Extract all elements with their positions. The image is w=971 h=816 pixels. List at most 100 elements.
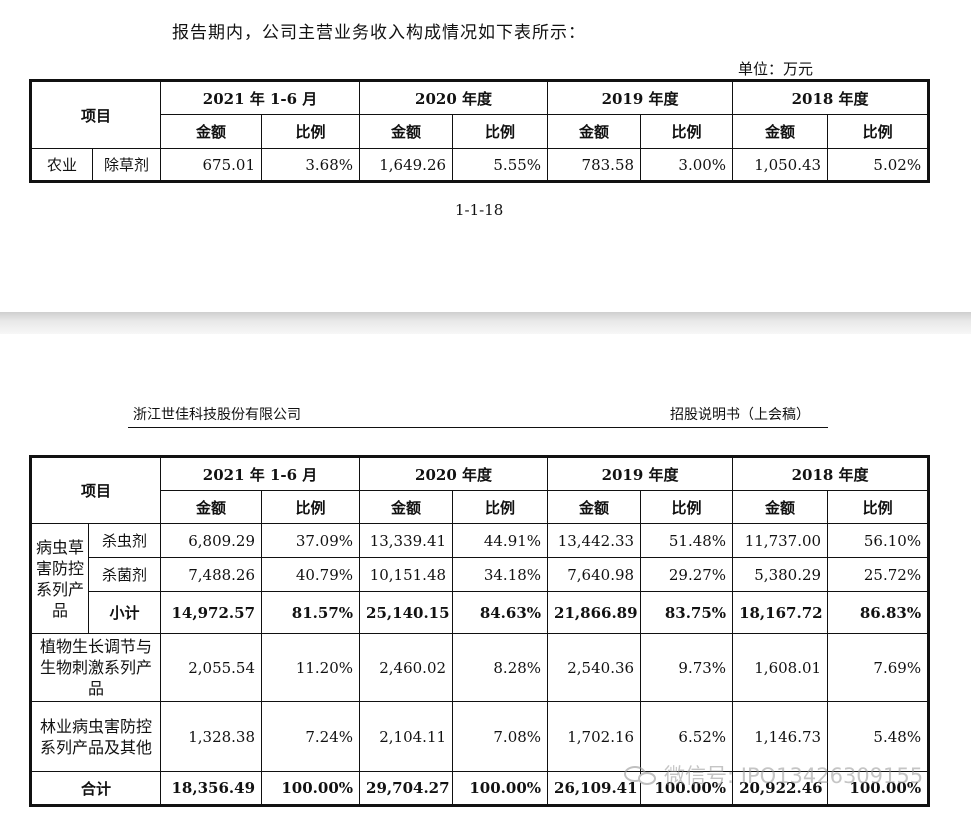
cell-amount: 2,540.36: [547, 633, 642, 702]
cell-amount: 2,055.54: [160, 633, 263, 702]
row-item: 除草剂: [91, 148, 162, 182]
cell-amount: 10,151.48: [359, 557, 454, 592]
header-period-2018: 2018 年度: [732, 80, 930, 115]
total-row: 合计 18,356.49 100.00% 29,704.27 100.00% 2…: [29, 771, 930, 806]
cell-amount: 20,922.46: [732, 771, 829, 806]
page-number: 1-1-18: [455, 201, 504, 219]
header-period-2018: 2018 年度: [732, 456, 930, 491]
header-ratio: 比例: [452, 114, 549, 149]
subtotal-row: 小计 14,972.57 81.57% 25,140.15 84.63% 21,…: [31, 591, 930, 634]
cell-ratio: 37.09%: [261, 523, 361, 558]
intro-text: 报告期内，公司主营业务收入构成情况如下表所示：: [172, 23, 586, 43]
cell-ratio: 44.91%: [452, 523, 549, 558]
cell-ratio: 9.73%: [640, 633, 734, 702]
header-period-2021h1: 2021 年 1-6 月: [160, 456, 361, 491]
group-label: 病虫草害防控系列产品: [30, 523, 89, 634]
revenue-table-part2: 项目 2021 年 1-6 月 2020 年度 2019 年度 2018 年度 …: [29, 455, 931, 807]
row-item: 植物生长调节与生物刺激系列产品: [29, 633, 162, 702]
header-ratio: 比例: [261, 490, 361, 524]
table-row: 林业病虫害防控系列产品及其他 1,328.38 7.24% 2,104.11 7…: [29, 701, 930, 772]
header-period-2020: 2020 年度: [359, 80, 549, 115]
cell-amount: 1,649.26: [359, 148, 454, 182]
header-amount: 金额: [359, 490, 454, 524]
cell-amount: 13,442.33: [547, 523, 642, 558]
cell-ratio: 51.48%: [640, 523, 734, 558]
cell-ratio: 7.69%: [827, 633, 930, 702]
header-amount: 金额: [732, 490, 829, 524]
table-row: 病虫草害防控系列产品 杀虫剂 6,809.29 37.09% 13,339.41…: [30, 523, 930, 634]
cell-ratio: 3.68%: [261, 148, 361, 182]
cell-ratio: 6.52%: [640, 701, 734, 772]
cell-ratio: 100.00%: [640, 771, 734, 806]
running-header-company: 浙江世佳科技股份有限公司: [133, 407, 301, 423]
table-row: 植物生长调节与生物刺激系列产品 2,055.54 11.20% 2,460.02…: [29, 633, 930, 702]
cell-amount: 7,640.98: [547, 557, 642, 592]
cell-ratio: 86.83%: [827, 591, 930, 634]
cell-amount: 1,050.43: [732, 148, 829, 182]
cell-ratio: 11.20%: [261, 633, 361, 702]
header-ratio: 比例: [640, 490, 734, 524]
cell-amount: 14,972.57: [160, 591, 263, 634]
header-period-2019: 2019 年度: [547, 80, 734, 115]
cell-amount: 1,702.16: [547, 701, 642, 772]
cell-amount: 21,866.89: [547, 591, 642, 634]
cell-amount: 11,737.00: [732, 523, 829, 558]
cell-amount: 25,140.15: [359, 591, 454, 634]
cell-amount: 783.58: [547, 148, 642, 182]
cell-amount: 5,380.29: [732, 557, 829, 592]
cell-ratio: 56.10%: [827, 523, 930, 558]
cell-amount: 29,704.27: [359, 771, 454, 806]
table-row: 农业 除草剂 675.01 3.68% 1,649.26 5.55% 783.5…: [30, 148, 930, 182]
header-amount: 金额: [160, 490, 263, 524]
cell-ratio: 8.28%: [452, 633, 549, 702]
cell-ratio: 84.63%: [452, 591, 549, 634]
row-item: 杀菌剂: [87, 557, 162, 592]
header-ratio: 比例: [827, 114, 930, 149]
header-period-2021h1: 2021 年 1-6 月: [160, 80, 361, 115]
cell-ratio: 34.18%: [452, 557, 549, 592]
watermark-text: 微信号: IPO13426309155: [664, 764, 924, 788]
cell-amount: 675.01: [160, 148, 263, 182]
cell-ratio: 100.00%: [261, 771, 361, 806]
cell-amount: 18,356.49: [160, 771, 263, 806]
cell-amount: 18,167.72: [732, 591, 829, 634]
running-header-document: 招股说明书（上会稿）: [670, 407, 810, 423]
cell-amount: 1,328.38: [160, 701, 263, 772]
cell-amount: 13,339.41: [359, 523, 454, 558]
unit-label: 单位：万元: [738, 60, 814, 78]
cell-amount: 1,608.01: [732, 633, 829, 702]
header-item: 项目: [29, 80, 162, 149]
cell-ratio: 100.00%: [827, 771, 930, 806]
row-item: 合计: [29, 771, 162, 806]
cell-ratio: 7.08%: [452, 701, 549, 772]
header-amount: 金额: [732, 114, 829, 149]
page-separator: [0, 312, 971, 334]
header-ratio: 比例: [452, 490, 549, 524]
cell-amount: 2,460.02: [359, 633, 454, 702]
cell-ratio: 81.57%: [261, 591, 361, 634]
row-item: 杀虫剂: [87, 523, 162, 558]
header-period-2020: 2020 年度: [359, 456, 549, 491]
cell-ratio: 5.55%: [452, 148, 549, 182]
cell-ratio: 40.79%: [261, 557, 361, 592]
header-item: 项目: [29, 456, 162, 524]
cell-ratio: 3.00%: [640, 148, 734, 182]
header-ratio: 比例: [261, 114, 361, 149]
cell-ratio: 83.75%: [640, 591, 734, 634]
row-item: 小计: [87, 591, 162, 634]
header-period-2019: 2019 年度: [547, 456, 734, 491]
header-amount: 金额: [160, 114, 263, 149]
cell-ratio: 29.27%: [640, 557, 734, 592]
cell-ratio: 25.72%: [827, 557, 930, 592]
table-row: 杀菌剂 7,488.26 40.79% 10,151.48 34.18% 7,6…: [31, 557, 930, 592]
cell-amount: 2,104.11: [359, 701, 454, 772]
cell-ratio: 5.02%: [827, 148, 930, 182]
header-amount: 金额: [547, 490, 642, 524]
header-amount: 金额: [547, 114, 642, 149]
cell-ratio: 7.24%: [261, 701, 361, 772]
header-ratio: 比例: [640, 114, 734, 149]
cell-ratio: 100.00%: [452, 771, 549, 806]
cell-amount: 7,488.26: [160, 557, 263, 592]
header-amount: 金额: [359, 114, 454, 149]
cell-amount: 1,146.73: [732, 701, 829, 772]
